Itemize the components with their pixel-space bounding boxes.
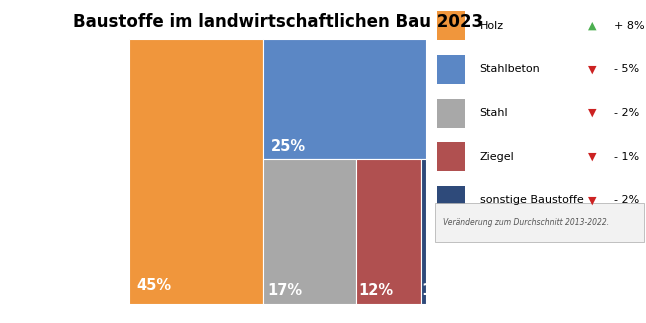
Text: ▲: ▲ bbox=[589, 21, 597, 31]
Text: sonstige Baustoffe: sonstige Baustoffe bbox=[480, 195, 583, 205]
Text: 12%: 12% bbox=[359, 283, 394, 298]
Text: - 2%: - 2% bbox=[614, 195, 640, 205]
Text: ▼: ▼ bbox=[589, 108, 597, 118]
Bar bbox=[437, 142, 465, 171]
Bar bbox=[437, 55, 465, 84]
Text: - 5%: - 5% bbox=[614, 65, 639, 74]
Text: ▼: ▼ bbox=[589, 195, 597, 205]
Text: Ziegel: Ziegel bbox=[480, 152, 514, 162]
Text: Stahlbeton: Stahlbeton bbox=[480, 65, 541, 74]
Bar bbox=[263, 39, 426, 159]
Text: Holz: Holz bbox=[480, 21, 504, 31]
Bar bbox=[263, 159, 355, 304]
Text: 25%: 25% bbox=[271, 139, 306, 154]
FancyBboxPatch shape bbox=[435, 203, 644, 242]
Text: 1%: 1% bbox=[421, 283, 446, 298]
Bar bbox=[437, 99, 465, 128]
Text: Baustoffe im landwirtschaftlichen Bau 2023: Baustoffe im landwirtschaftlichen Bau 20… bbox=[73, 13, 483, 31]
Text: ▼: ▼ bbox=[589, 65, 597, 74]
Bar bbox=[129, 39, 263, 304]
Text: - 2%: - 2% bbox=[614, 108, 640, 118]
Text: 17%: 17% bbox=[267, 283, 303, 298]
Bar bbox=[437, 186, 465, 215]
Text: + 8%: + 8% bbox=[614, 21, 645, 31]
Bar bbox=[437, 11, 465, 40]
Bar bbox=[421, 159, 426, 304]
Bar bbox=[355, 159, 421, 304]
Text: Stahl: Stahl bbox=[480, 108, 508, 118]
Text: Veränderung zum Durchschnitt 2013-2022.: Veränderung zum Durchschnitt 2013-2022. bbox=[444, 218, 610, 227]
Text: - 1%: - 1% bbox=[614, 152, 639, 162]
Text: ▼: ▼ bbox=[589, 152, 597, 162]
Text: 45%: 45% bbox=[136, 278, 171, 293]
